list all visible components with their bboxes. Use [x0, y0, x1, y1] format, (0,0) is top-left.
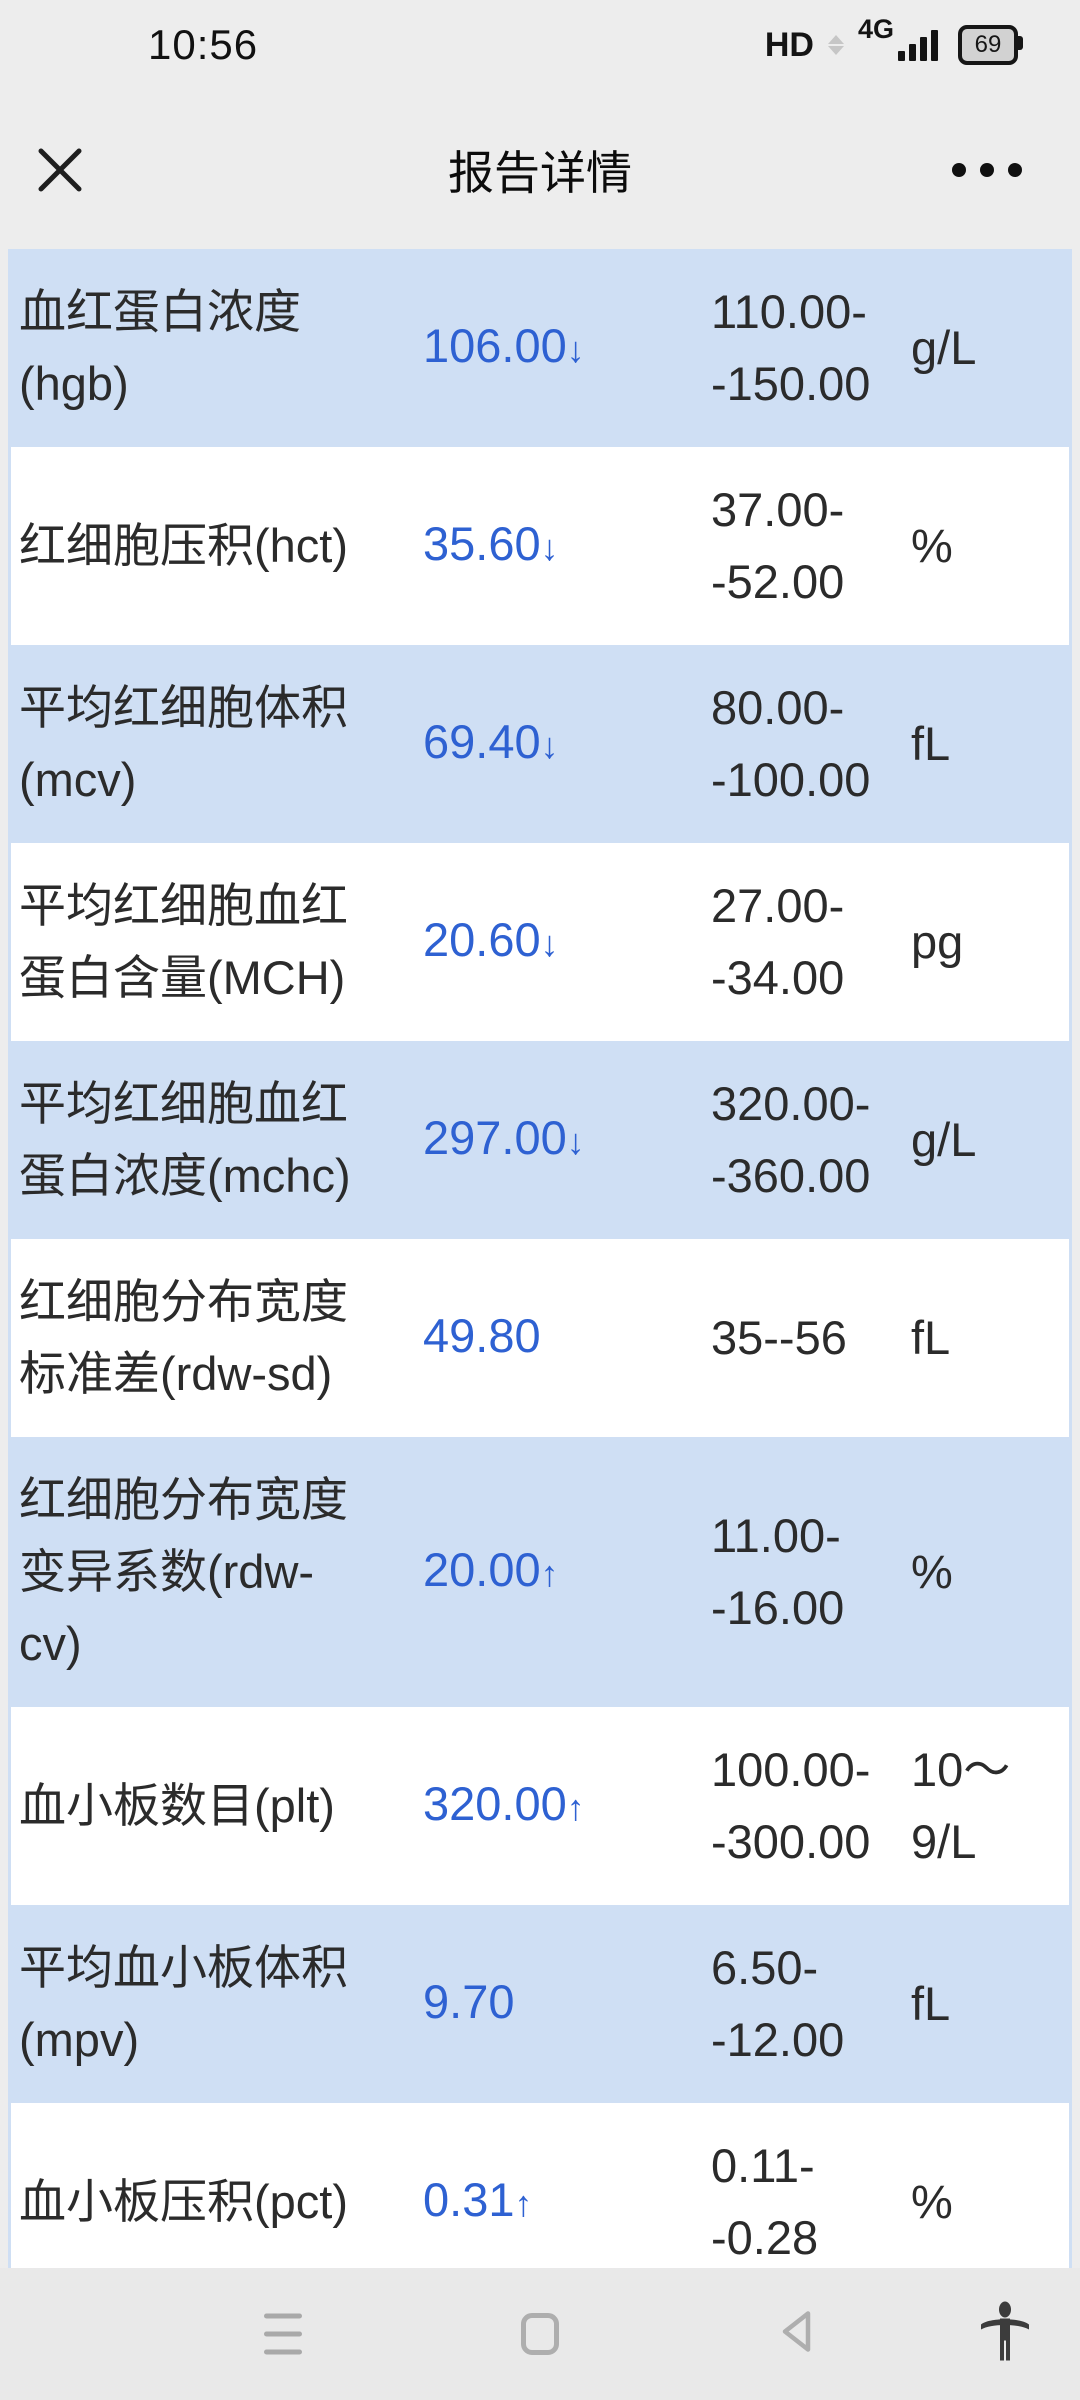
test-item-name: 血小板数目(plt) [19, 1779, 335, 1832]
back-icon[interactable] [777, 2308, 817, 2361]
reference-range: 11.00- -16.00 [711, 1509, 845, 1634]
test-result-value: 297.00↓ [423, 1111, 585, 1164]
hd-volte-icon: HD [764, 25, 814, 64]
test-result-value: 20.00↑ [423, 1543, 559, 1596]
more-dots-icon [952, 162, 966, 177]
test-item-name: 血小板压积(pct) [19, 2175, 348, 2228]
table-row: 红细胞压积(hct) 35.60↓ 37.00- -52.00 % [11, 447, 1069, 645]
unit: fL [911, 717, 951, 770]
abnormal-flag-arrow-icon: ↑ [566, 1787, 585, 1828]
home-icon[interactable] [521, 2313, 559, 2355]
page-title: 报告详情 [448, 146, 632, 199]
test-item-name: 平均血小板体积(mpv) [19, 1941, 348, 2066]
reference-range: 320.00- -360.00 [711, 1077, 871, 1202]
reference-range: 37.00- -52.00 [711, 483, 845, 608]
reference-range: 27.00- -34.00 [711, 879, 845, 1004]
abnormal-flag-arrow-icon: ↑ [514, 2183, 533, 2224]
test-result-value: 49.80 [423, 1309, 541, 1362]
table-row: 平均红细胞血红蛋白浓度(mchc) 297.00↓ 320.00- -360.0… [8, 1041, 1072, 1239]
test-result-value: 69.40↓ [423, 715, 559, 768]
more-menu-button[interactable] [952, 162, 1022, 177]
abnormal-flag-arrow-icon: ↓ [566, 1121, 585, 1162]
accessibility-icon[interactable] [979, 2301, 1031, 2367]
title-bar: 报告详情 [0, 90, 1080, 249]
test-item-name: 血红蛋白浓度(hgb) [19, 285, 301, 410]
reference-range: 35--56 [711, 1311, 847, 1364]
table-row: 血红蛋白浓度(hgb) 106.00↓ 110.00- -150.00 g/L [8, 249, 1072, 447]
data-updown-arrows-icon [827, 35, 844, 55]
test-item-name: 平均红细胞血红蛋白浓度(mchc) [19, 1077, 351, 1202]
lab-report-table: 血红蛋白浓度(hgb) 106.00↓ 110.00- -150.00 g/L … [8, 249, 1072, 2268]
abnormal-flag-arrow-icon: ↓ [540, 725, 559, 766]
table-row: 红细胞分布宽度标准差(rdw-sd) 49.80 35--56 fL [11, 1239, 1069, 1437]
unit: g/L [911, 1113, 977, 1166]
unit: fL [911, 1311, 951, 1364]
cellular-signal-icon: 4G [858, 14, 938, 61]
close-button[interactable] [36, 146, 84, 194]
test-item-name: 平均红细胞血红蛋白含量(MCH) [19, 879, 348, 1004]
battery-level: 69 [974, 31, 1002, 58]
reference-range: 6.50- -12.00 [711, 1941, 845, 2066]
reference-range: 110.00- -150.00 [711, 285, 871, 410]
test-result-value: 9.70 [423, 1975, 515, 2028]
battery-icon: 69 [958, 25, 1023, 65]
test-item-name: 红细胞压积(hct) [19, 519, 348, 572]
clock: 10:56 [148, 21, 259, 68]
unit: g/L [911, 321, 977, 374]
table-row: 血小板压积(pct) 0.31↑ 0.11- -0.28 % [11, 2103, 1069, 2268]
test-result-value: 0.31↑ [423, 2173, 533, 2226]
table-row: 血小板数目(plt) 320.00↑ 100.00- -300.00 10～ 9… [11, 1707, 1069, 1905]
unit: % [911, 1545, 953, 1598]
table-row: 平均血小板体积(mpv) 9.70 6.50- -12.00 fL [8, 1905, 1072, 2103]
test-item-name: 红细胞分布宽度标准差(rdw-sd) [19, 1275, 348, 1400]
status-bar: 10:56 HD 4G 69 [0, 0, 1080, 90]
test-result-value: 20.60↓ [423, 913, 559, 966]
test-item-name: 平均红细胞体积(mcv) [19, 681, 348, 806]
abnormal-flag-arrow-icon: ↓ [540, 527, 559, 568]
unit: 10～ 9/L [911, 1743, 1011, 1868]
test-result-value: 320.00↑ [423, 1777, 585, 1830]
table-row: 平均红细胞血红蛋白含量(MCH) 20.60↓ 27.00- -34.00 pg [11, 843, 1069, 1041]
table-row: 红细胞分布宽度变异系数(rdw-cv) 20.00↑ 11.00- -16.00… [8, 1437, 1072, 1707]
unit: pg [911, 915, 964, 968]
test-item-name: 红细胞分布宽度变异系数(rdw-cv) [19, 1473, 348, 1670]
table-row: 平均红细胞体积(mcv) 69.40↓ 80.00- -100.00 fL [8, 645, 1072, 843]
test-result-value: 35.60↓ [423, 517, 559, 570]
test-result-value: 106.00↓ [423, 319, 585, 372]
abnormal-flag-arrow-icon: ↓ [566, 329, 585, 370]
reference-range: 80.00- -100.00 [711, 681, 871, 806]
unit: % [911, 2175, 953, 2228]
abnormal-flag-arrow-icon: ↑ [540, 1553, 559, 1594]
android-nav-bar [0, 2268, 1080, 2400]
close-icon [38, 148, 82, 191]
reference-range: 100.00- -300.00 [711, 1743, 871, 1868]
unit: fL [911, 1977, 951, 2030]
recents-menu-icon[interactable] [264, 2313, 302, 2355]
reference-range: 0.11- -0.28 [711, 2139, 819, 2264]
abnormal-flag-arrow-icon: ↓ [540, 923, 559, 964]
unit: % [911, 519, 953, 572]
